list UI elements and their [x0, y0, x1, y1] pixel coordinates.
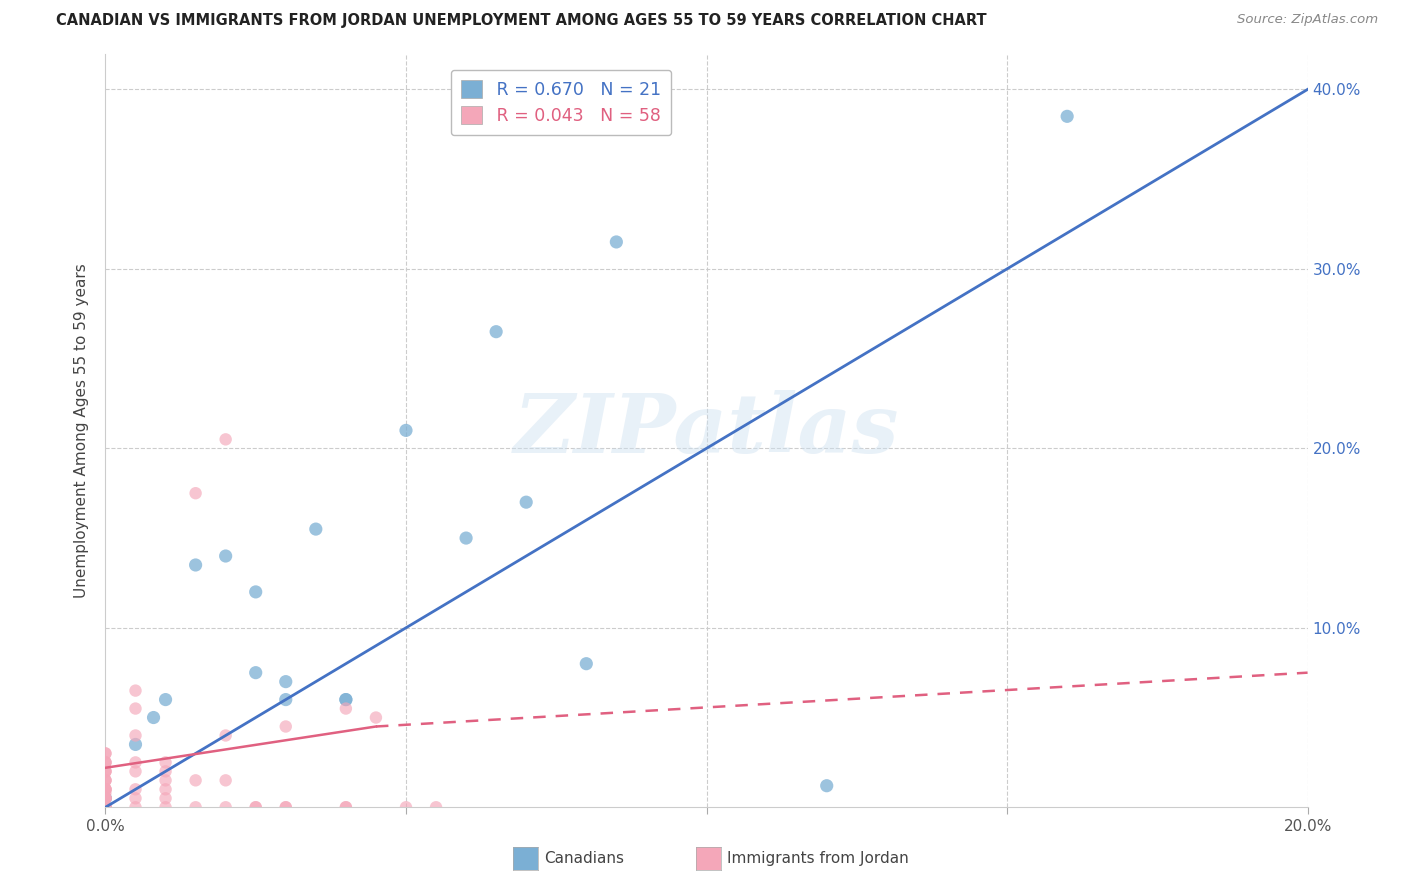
Point	[94, 800, 117, 814]
Text: Canadians: Canadians	[544, 851, 624, 865]
Y-axis label: Unemployment Among Ages 55 to 59 years: Unemployment Among Ages 55 to 59 years	[75, 263, 90, 598]
Point	[515, 495, 537, 509]
Point	[124, 800, 146, 814]
Point	[335, 800, 357, 814]
Point	[94, 791, 117, 805]
Point	[124, 756, 146, 770]
Point	[94, 791, 117, 805]
Point	[94, 773, 117, 788]
Point	[364, 710, 387, 724]
Point	[94, 782, 117, 797]
Point	[94, 747, 117, 761]
Point	[155, 764, 177, 779]
Point	[124, 782, 146, 797]
Point	[395, 424, 418, 438]
Point	[94, 782, 117, 797]
Legend:  R = 0.670   N = 21,  R = 0.043   N = 58: R = 0.670 N = 21, R = 0.043 N = 58	[451, 70, 671, 135]
Point	[274, 674, 297, 689]
Point	[214, 773, 236, 788]
Point	[425, 800, 447, 814]
Text: Source: ZipAtlas.com: Source: ZipAtlas.com	[1237, 13, 1378, 27]
Point	[94, 764, 117, 779]
Point	[94, 800, 117, 814]
Point	[605, 235, 627, 249]
Point	[245, 585, 267, 599]
Point	[94, 764, 117, 779]
Point	[124, 683, 146, 698]
Point	[305, 522, 328, 536]
Point	[124, 791, 146, 805]
Point	[124, 729, 146, 743]
Point	[155, 791, 177, 805]
Point	[335, 692, 357, 706]
Point	[94, 800, 117, 814]
Point	[184, 558, 207, 572]
Point	[94, 747, 117, 761]
Point	[214, 729, 236, 743]
Point	[245, 800, 267, 814]
Point	[94, 800, 117, 814]
Point	[94, 782, 117, 797]
Point	[274, 692, 297, 706]
Point	[155, 756, 177, 770]
Point	[124, 738, 146, 752]
Point	[94, 764, 117, 779]
Point	[454, 531, 477, 545]
Point	[124, 701, 146, 715]
Point	[94, 791, 117, 805]
Text: ZIPatlas: ZIPatlas	[513, 391, 900, 470]
Point	[274, 719, 297, 733]
Point	[274, 800, 297, 814]
Point	[94, 756, 117, 770]
Point	[94, 773, 117, 788]
Point	[245, 665, 267, 680]
Point	[184, 800, 207, 814]
Point	[94, 791, 117, 805]
Point	[214, 800, 236, 814]
Point	[214, 549, 236, 563]
Point	[94, 756, 117, 770]
Text: Immigrants from Jordan: Immigrants from Jordan	[727, 851, 908, 865]
Point	[184, 773, 207, 788]
Point	[155, 800, 177, 814]
Point	[335, 692, 357, 706]
Point	[94, 773, 117, 788]
Point	[155, 782, 177, 797]
Point	[274, 800, 297, 814]
Point	[485, 325, 508, 339]
Point	[94, 782, 117, 797]
Point	[94, 800, 117, 814]
Point	[94, 791, 117, 805]
Point	[1056, 109, 1078, 123]
Point	[395, 800, 418, 814]
Point	[142, 710, 165, 724]
Text: CANADIAN VS IMMIGRANTS FROM JORDAN UNEMPLOYMENT AMONG AGES 55 TO 59 YEARS CORREL: CANADIAN VS IMMIGRANTS FROM JORDAN UNEMP…	[56, 13, 987, 29]
Point	[214, 433, 236, 447]
Point	[184, 486, 207, 500]
Point	[94, 800, 117, 814]
Point	[335, 701, 357, 715]
Point	[124, 764, 146, 779]
Point	[94, 756, 117, 770]
Point	[94, 786, 117, 800]
Point	[575, 657, 598, 671]
Point	[815, 779, 838, 793]
Point	[245, 800, 267, 814]
Point	[155, 773, 177, 788]
Point	[155, 692, 177, 706]
Point	[335, 800, 357, 814]
